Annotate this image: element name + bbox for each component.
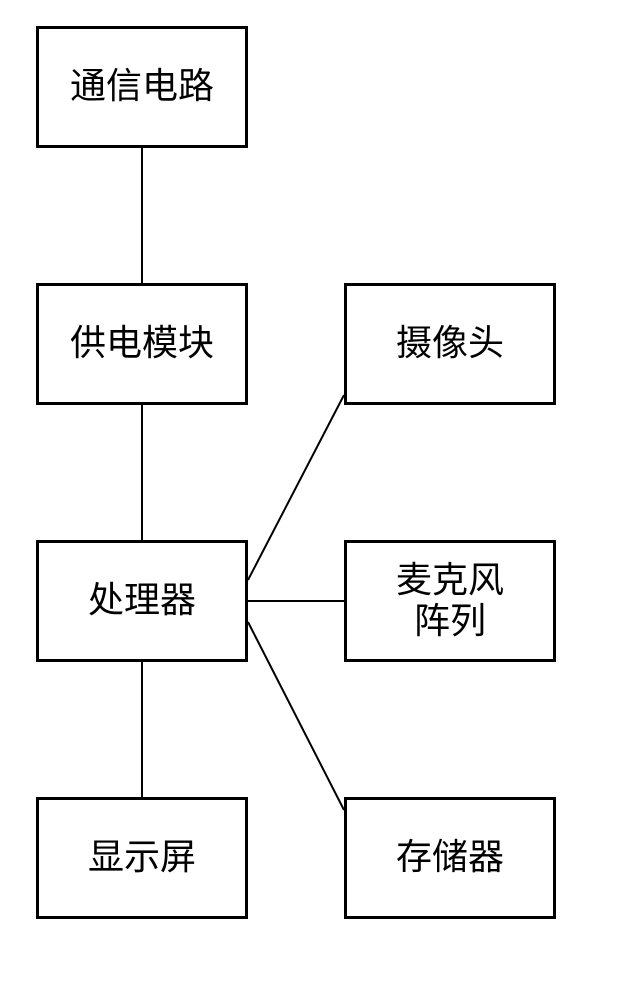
- diagram-canvas: 通信电路供电模块 摄像头处理器 麦克风 阵列显示屏 存储器: [0, 0, 632, 1000]
- node-label: 摄像头: [396, 323, 504, 364]
- node-power: 供电模块: [36, 283, 248, 405]
- node-label: 通信电路: [70, 66, 214, 107]
- node-micarray: 麦克风 阵列: [344, 540, 556, 662]
- node-label: 处理器: [88, 580, 196, 621]
- node-camera: 摄像头: [344, 283, 556, 405]
- node-display: 显示屏: [36, 797, 248, 919]
- node-processor: 处理器: [36, 540, 248, 662]
- node-label: 麦克风 阵列: [396, 560, 504, 643]
- node-label: 供电模块: [70, 323, 214, 364]
- edge-processor-memory: [248, 622, 344, 810]
- edge-processor-camera: [248, 395, 344, 580]
- node-memory: 存储器: [344, 797, 556, 919]
- node-label: 显示屏: [88, 837, 196, 878]
- node-label: 存储器: [396, 837, 504, 878]
- node-comm: 通信电路: [36, 26, 248, 148]
